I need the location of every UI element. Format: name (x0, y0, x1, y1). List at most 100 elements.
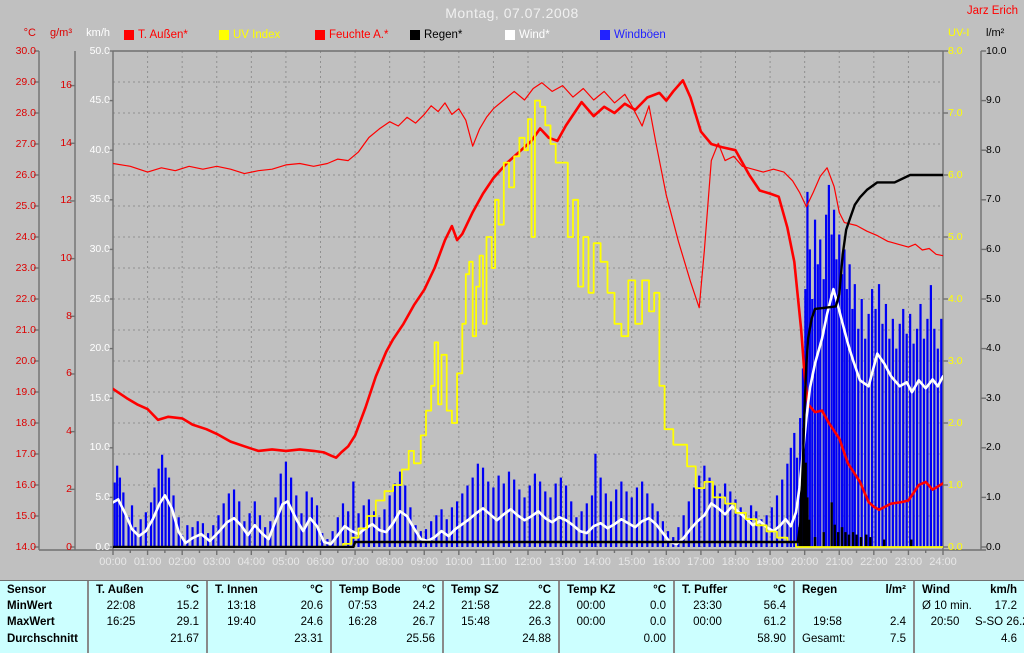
table-cell-value: 24.6 (300, 616, 323, 628)
bar (708, 477, 711, 547)
bar (830, 234, 833, 547)
x-axis-label: 01:00 (133, 556, 162, 568)
table-cell-value: 58.90 (757, 633, 786, 645)
axis-tick-label: 4.0 (948, 292, 963, 305)
bar (838, 234, 841, 547)
table-cell-time (795, 599, 860, 614)
table-cell-time (332, 632, 393, 647)
axis-tick-label: 8.0 (948, 44, 963, 57)
bar (466, 485, 469, 547)
bar (585, 503, 588, 547)
axis-tick-label: 21.0 (15, 323, 36, 336)
bar (476, 463, 479, 547)
bar (811, 299, 814, 547)
table-cell-value: 17.2 (994, 600, 1017, 612)
bar (845, 289, 848, 547)
bar (620, 481, 623, 547)
table-col-name: Temp Boden (339, 584, 400, 596)
table-cell-time: Ø 10 min. (922, 600, 972, 612)
table-cell-time: 23:30 (693, 600, 722, 612)
axis-tick-label: 0.0 (948, 540, 963, 553)
x-axis-label: 14:00 (583, 556, 611, 568)
bar (378, 517, 381, 547)
bar (518, 489, 521, 547)
axis-tick-label: 3.0 (986, 391, 1001, 404)
axis-tick-label: 6.0 (986, 242, 1001, 255)
bar (922, 338, 926, 547)
table-cell-time: 22:08 (106, 600, 136, 612)
x-axis-label: 02:00 (168, 556, 196, 568)
bar (837, 532, 840, 547)
axis-tick-label: 30.0 (15, 44, 36, 57)
x-axis-label: 19:00 (756, 556, 784, 568)
x-axis-label: 06:00 (306, 556, 335, 568)
series-t-au-en (113, 79, 943, 512)
bar (884, 303, 888, 547)
table-cell-time: 00:00 (693, 616, 722, 628)
x-axis-label: 18:00 (721, 556, 750, 568)
bar (564, 485, 568, 547)
bar (331, 531, 334, 547)
bar (847, 534, 851, 547)
bar (857, 328, 860, 547)
axis-tick-label: 25.0 (89, 292, 110, 305)
legend-item-label: T. Außen* (138, 29, 188, 41)
x-axis-label: 24:00 (929, 556, 957, 568)
x-axis-label: 11:00 (480, 556, 507, 568)
series-regen-kumuliert- (113, 173, 943, 548)
table-cell-value: 4.6 (1001, 633, 1017, 645)
bar (186, 525, 189, 547)
table-col-name: Wind (922, 584, 950, 596)
table-cell-time: 20:50 (930, 616, 960, 628)
axis-tick-label: 15.0 (15, 509, 36, 522)
axis-tick-label: 6 (66, 367, 72, 380)
axis-tick-label: 10 (60, 252, 72, 265)
table-cell-value: 21.67 (170, 633, 199, 645)
table-cell-value: S-SO 26.2 (975, 616, 1024, 628)
table-separator (558, 581, 560, 653)
axis-header-hum: g/m³ (50, 27, 72, 39)
axis-header-rain: l/m² (986, 27, 1005, 39)
bar (840, 274, 844, 547)
axis-header-uv: UV-I (948, 27, 970, 39)
bar (822, 532, 825, 547)
bar (341, 503, 345, 547)
bar (367, 499, 371, 547)
bar (139, 519, 142, 547)
axis-tick-label: 5.0 (986, 292, 1001, 305)
axis-header-temp: °C (23, 27, 36, 39)
axis-tick-label: 9.0 (986, 94, 1001, 107)
bar (604, 493, 607, 547)
series-feuchte-a- (113, 82, 943, 309)
bar (825, 214, 828, 547)
bar (456, 501, 459, 547)
bar (609, 501, 613, 547)
axis-tick-label: 4.0 (986, 342, 1001, 355)
bar (781, 479, 784, 547)
axis-tick-label: 1.0 (986, 490, 1001, 503)
axis-tick-label: 20.0 (15, 354, 36, 367)
series-wind (113, 287, 943, 546)
bar (248, 513, 251, 547)
table-cell-time: 19:58 (813, 616, 842, 628)
bar (471, 477, 474, 547)
bar (687, 501, 690, 547)
bar (851, 532, 855, 547)
bar (770, 507, 773, 547)
table-cell-value: 25.56 (406, 633, 435, 645)
bar (414, 525, 417, 547)
axis-tick-label: 22.0 (15, 292, 36, 305)
table-corner-label: Sensor (7, 584, 46, 596)
table-cell-value: 0.0 (650, 616, 666, 628)
axis-tick-label: 4 (66, 425, 72, 438)
x-axis-label: 21:00 (825, 556, 854, 568)
table-cell-time (915, 632, 975, 647)
bar (677, 527, 680, 547)
summary-table: Sensor MinWert MaxWert Durchschnitt T. Außen… (0, 580, 1024, 653)
x-axis-label: 13:00 (548, 556, 577, 568)
legend-swatch (505, 30, 515, 40)
bar (635, 487, 639, 547)
bar (575, 517, 578, 547)
table-col-name: Temp KZ (567, 584, 616, 596)
